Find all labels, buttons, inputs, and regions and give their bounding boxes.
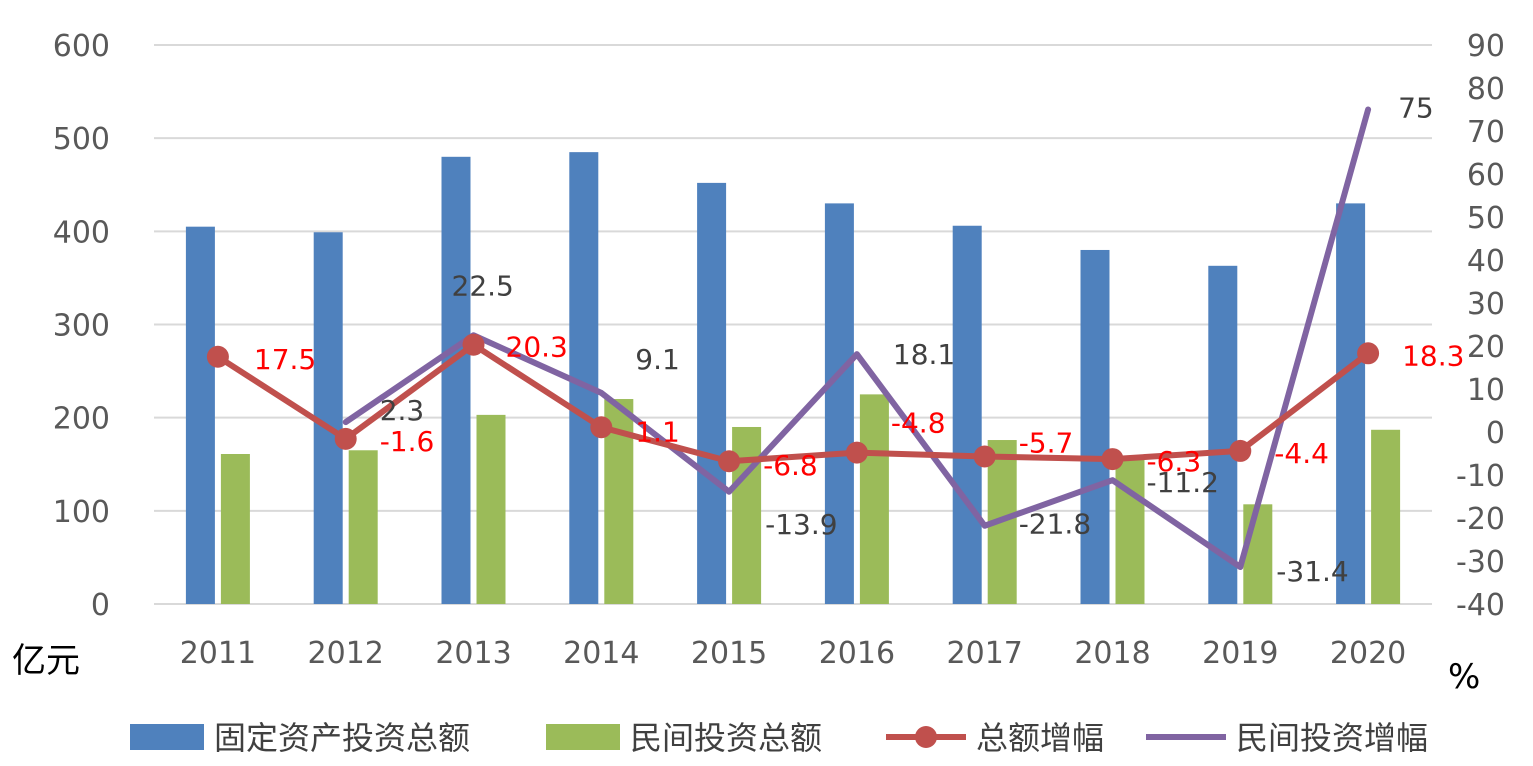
data-label-total-growth: 17.5 <box>254 343 316 376</box>
y2-tick-label: 40 <box>1467 244 1505 279</box>
x-tick-label: 2012 <box>308 636 384 671</box>
y2-tick-label: 10 <box>1467 373 1505 408</box>
y2-tick-label: 60 <box>1467 158 1505 193</box>
bar-fixed-asset <box>441 156 471 605</box>
legend-label: 民间投资总额 <box>630 719 822 757</box>
x-tick-label: 2020 <box>1330 636 1406 671</box>
bar-fixed-asset <box>1336 203 1366 604</box>
y2-tick-label: 30 <box>1467 287 1505 322</box>
y2-tick-label: 90 <box>1467 29 1505 64</box>
line-marker <box>1101 448 1124 471</box>
bar-fixed-asset <box>824 203 854 604</box>
data-label-total-growth: -5.7 <box>1019 427 1074 460</box>
legend-label: 民间投资增幅 <box>1236 719 1428 757</box>
legend: 固定资产投资总额 民间投资总额 总额增幅 民间投资增幅 <box>130 719 1428 757</box>
y2-tick-label: 80 <box>1467 72 1505 107</box>
data-label-total-growth: -6.8 <box>763 449 818 482</box>
x-tick-label: 2017 <box>947 636 1023 671</box>
bar-private <box>220 454 250 604</box>
y-tick-label: 600 <box>53 29 110 64</box>
bar-series <box>185 152 1401 605</box>
data-label-total-growth: 20.3 <box>506 331 568 364</box>
x-axis: 2011 2012 2013 2014 2015 2016 2017 2018 2019 2020 <box>180 636 1407 671</box>
y-tick-label: 300 <box>53 309 110 344</box>
bar-fixed-asset <box>952 225 982 604</box>
data-label-total-growth: -6.3 <box>1147 445 1202 478</box>
y2-tick-label: 70 <box>1467 115 1505 150</box>
line-marker <box>845 441 868 464</box>
right-axis-unit: % <box>1448 657 1480 697</box>
data-label-private-growth: 9.1 <box>635 343 680 376</box>
line-marker <box>973 445 996 468</box>
data-label-private-growth: 75 <box>1398 92 1434 125</box>
bar-private <box>1371 429 1401 604</box>
data-label-total-growth: -4.4 <box>1274 437 1329 470</box>
data-label-total-growth: -4.8 <box>891 407 946 440</box>
bar-private <box>348 450 378 604</box>
x-tick-label: 2014 <box>563 636 639 671</box>
data-labels: 17.5 -1.6 20.3 1.1 -6.8 -4.8 -5.7 -6.3 -4.4 18.3 2… <box>254 92 1465 589</box>
line-marker <box>462 333 485 356</box>
x-tick-label: 2015 <box>691 636 767 671</box>
y-tick-label: 0 <box>91 588 110 623</box>
y-tick-label: 200 <box>53 402 110 437</box>
left-axis-unit: 亿元 <box>12 641 80 681</box>
data-label-private-growth: -31.4 <box>1276 555 1348 588</box>
y2-tick-label: 20 <box>1467 330 1505 365</box>
left-axis: 0 100 200 300 400 500 600 <box>53 29 110 623</box>
right-axis: -40 -30 -20 -10 0 10 20 30 40 50 60 70 80 90 <box>1456 29 1505 623</box>
legend-label: 固定资产投资总额 <box>214 719 470 757</box>
line-private-growth <box>342 106 1372 571</box>
bar-private <box>1243 504 1273 604</box>
bar-private <box>476 414 506 604</box>
legend-swatch <box>546 724 620 750</box>
data-label-private-growth: -13.9 <box>765 508 837 541</box>
data-label-total-growth: 18.3 <box>1402 339 1464 372</box>
line-marker <box>718 450 741 473</box>
line-series <box>206 106 1380 571</box>
bar-private <box>1115 459 1145 604</box>
line-marker <box>1229 439 1252 462</box>
x-tick-label: 2013 <box>435 636 511 671</box>
y2-tick-label: -30 <box>1456 545 1505 580</box>
y2-tick-label: -20 <box>1456 502 1505 537</box>
x-tick-label: 2018 <box>1074 636 1150 671</box>
line-total-growth <box>214 341 1372 465</box>
data-label-private-growth: 2.3 <box>380 394 425 427</box>
data-label-private-growth: -11.2 <box>1147 466 1219 499</box>
data-label-total-growth: 1.1 <box>635 415 680 448</box>
y2-tick-label: 0 <box>1486 416 1505 451</box>
line-marker <box>206 345 229 368</box>
y-tick-label: 100 <box>53 495 110 530</box>
data-label-private-growth: 18.1 <box>893 338 955 371</box>
y2-tick-label: 50 <box>1467 201 1505 236</box>
legend-marker <box>915 726 937 748</box>
x-tick-label: 2016 <box>819 636 895 671</box>
x-tick-label: 2011 <box>180 636 256 671</box>
bar-fixed-asset <box>1080 249 1110 604</box>
line-marker <box>1357 342 1380 365</box>
x-tick-label: 2019 <box>1202 636 1278 671</box>
bar-fixed-asset <box>185 226 215 605</box>
bar-fixed-asset <box>697 182 727 605</box>
y2-tick-label: -10 <box>1456 459 1505 494</box>
legend-label: 总额增幅 <box>976 719 1104 757</box>
line-marker <box>334 427 357 450</box>
data-label-private-growth: -21.8 <box>1019 508 1091 541</box>
data-label-private-growth: 22.5 <box>452 269 514 302</box>
line-marker <box>590 416 613 439</box>
bar-private <box>859 394 889 604</box>
data-label-total-growth: -1.6 <box>380 425 435 458</box>
y2-tick-label: -40 <box>1456 588 1505 623</box>
legend-swatch <box>130 724 204 750</box>
y-tick-label: 400 <box>53 215 110 250</box>
y-tick-label: 500 <box>53 122 110 157</box>
